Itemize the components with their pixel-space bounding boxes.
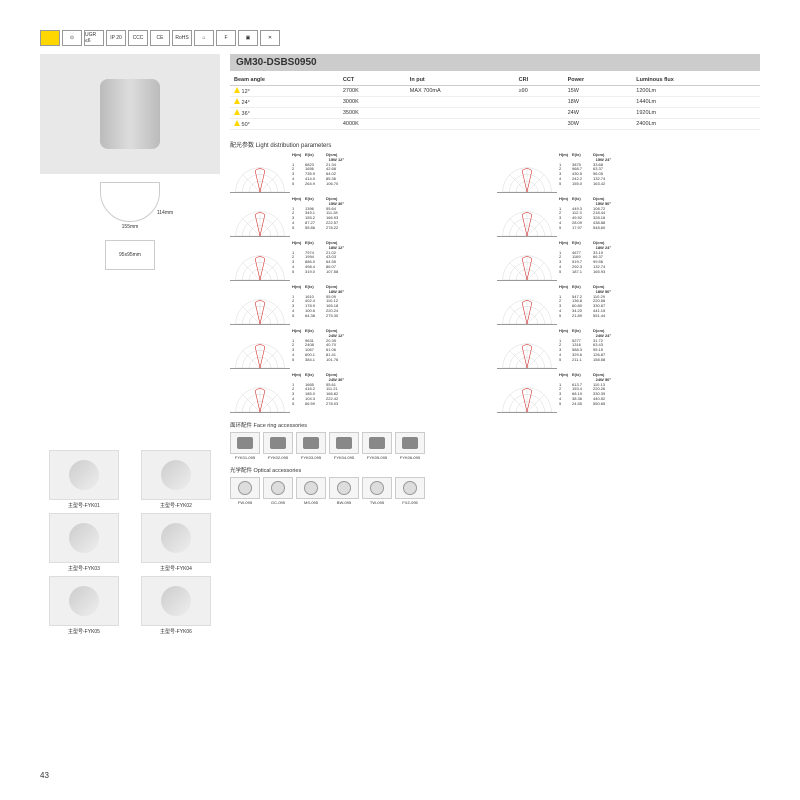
optical-item: FW-095	[230, 477, 260, 505]
polar-chart: H(m)E(lx)D(cm)15W 50°1449.3108.722112.32…	[497, 197, 760, 237]
polar-chart: H(m)E(lx)D(cm)24W 50°1613.7110.132153.42…	[497, 373, 760, 413]
cert-icon: CE	[150, 30, 170, 46]
spec-table: Beam angleCCTIn putCRIPowerLuminous flux…	[230, 75, 760, 130]
polar-grid: H(m)E(lx)D(cm)15W 12°1682321.342165642.6…	[230, 153, 760, 413]
face-ring-item: FYK04-095	[329, 432, 359, 460]
polar-chart: H(m)E(lx)D(cm)15W 12°1682321.342165642.6…	[230, 153, 493, 193]
product-image	[40, 54, 220, 174]
polar-chart: H(m)E(lx)D(cm)24W 36°1166555.612416.2111…	[230, 373, 493, 413]
dim-width: 155mm	[122, 224, 139, 230]
light-dist-title: 配光参数 Light distribution parameters	[230, 140, 760, 149]
cert-icon: ⊙	[62, 30, 82, 46]
product-title: GM30-DSBS0950	[230, 54, 760, 71]
polar-chart: H(m)E(lx)D(cm)24W 12°1963120.352240840.7…	[230, 329, 493, 369]
cert-icon: IP 20	[106, 30, 126, 46]
optical-item: BW-095	[329, 477, 359, 505]
model-grid: 主型号-FYK01主型号-FYK02主型号-FYK03主型号-FYK04主型号-…	[40, 450, 220, 635]
face-ring-row: FYK01-095FYK02-095FYK03-095FYK04-095FYK0…	[230, 432, 760, 460]
optical-item: MS-095	[296, 477, 326, 505]
polar-chart: H(m)E(lx)D(cm)18W 50°1547.2110.292136.82…	[497, 285, 760, 325]
polar-chart: H(m)E(lx)D(cm)15W 36°1139655.642349.1111…	[230, 197, 493, 237]
model-item: 主型号-FYK05	[40, 576, 128, 635]
model-item: 主型号-FYK06	[132, 576, 220, 635]
polar-chart: H(m)E(lx)D(cm)18W 24°1467733.192116966.3…	[497, 241, 760, 281]
model-item: 主型号-FYK02	[132, 450, 220, 509]
model-item: 主型号-FYK03	[40, 513, 128, 572]
face-ring-item: FYK01-095	[230, 432, 260, 460]
cert-icon: ⌂	[194, 30, 214, 46]
cert-icon: F	[216, 30, 236, 46]
optical-row: FW-095GC-095MS-095BW-095TW-095FXZ-095	[230, 477, 760, 505]
optical-title: 光学配件 Optical accessories	[230, 466, 760, 474]
optical-item: GC-095	[263, 477, 293, 505]
cert-icon: ▣	[238, 30, 258, 46]
model-item: 主型号-FYK01	[40, 450, 128, 509]
cert-icon: CCC	[128, 30, 148, 46]
polar-chart: H(m)E(lx)D(cm)18W 12°1797421.022199443.0…	[230, 241, 493, 281]
face-ring-item: FYK06-095	[395, 432, 425, 460]
page-number: 43	[40, 771, 49, 780]
cert-icon: RoHS	[172, 30, 192, 46]
dimension-diagram: 155mm 114mm 95x95mm	[40, 182, 220, 270]
dim-height: 114mm	[157, 210, 173, 216]
face-ring-title: 面环配件 Face ring accessories	[230, 421, 760, 429]
cert-icon: ✕	[260, 30, 280, 46]
face-ring-item: FYK05-095	[362, 432, 392, 460]
dim-cutout: 95x95mm	[119, 252, 141, 258]
model-item: 主型号-FYK04	[132, 513, 220, 572]
cert-icons: ⊙UGR ≤6IP 20CCCCERoHS⌂F▣✕	[40, 30, 760, 46]
optical-item: TW-095	[362, 477, 392, 505]
face-ring-item: FYK02-095	[263, 432, 293, 460]
polar-chart: H(m)E(lx)D(cm)15W 24°1387533.682968.763.…	[497, 153, 760, 193]
cert-icon: UGR ≤6	[84, 30, 104, 46]
cert-icon	[40, 30, 60, 46]
optical-item: FXZ-095	[395, 477, 425, 505]
face-ring-item: FYK03-095	[296, 432, 326, 460]
polar-chart: H(m)E(lx)D(cm)24W 24°1527731.722131663.4…	[497, 329, 760, 369]
polar-chart: H(m)E(lx)D(cm)18W 36°1161055.092402.4110…	[230, 285, 493, 325]
